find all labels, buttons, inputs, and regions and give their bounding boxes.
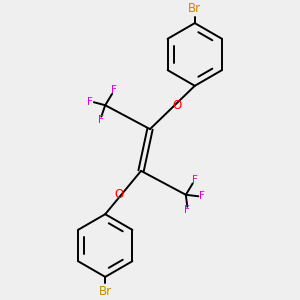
Text: F: F [199, 191, 205, 201]
Text: Br: Br [188, 2, 201, 15]
Text: F: F [184, 205, 190, 215]
Text: O: O [114, 188, 123, 201]
Text: F: F [111, 85, 116, 95]
Text: Br: Br [99, 285, 112, 298]
Text: F: F [98, 115, 104, 125]
Text: F: F [87, 97, 93, 107]
Text: F: F [192, 175, 198, 185]
Text: O: O [172, 99, 182, 112]
